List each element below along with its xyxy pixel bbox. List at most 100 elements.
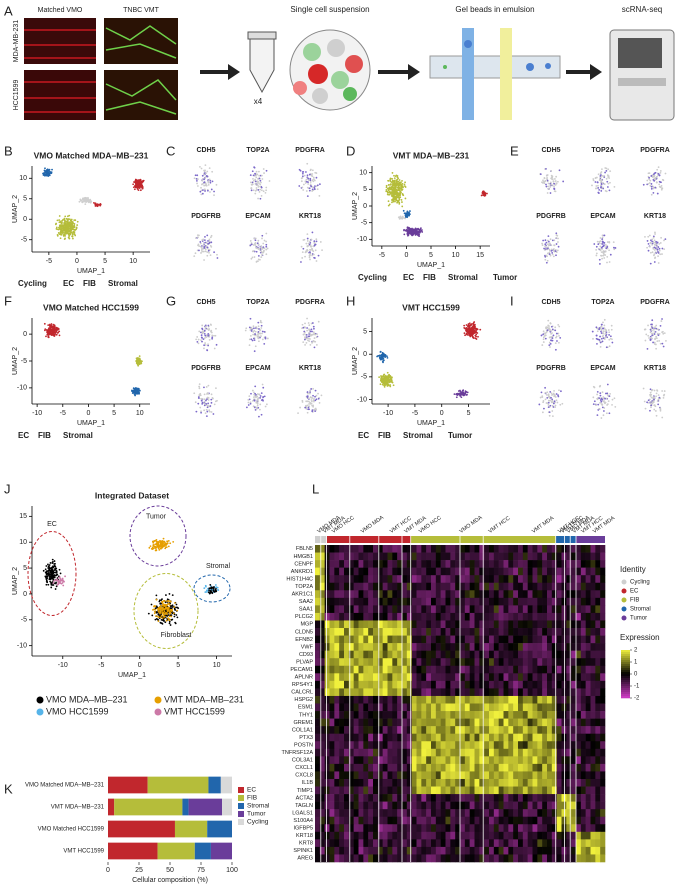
- cell-point: [138, 181, 140, 183]
- cell-point: [398, 196, 400, 198]
- feature-point: [655, 241, 657, 243]
- cell-point: [55, 581, 57, 583]
- heatmap-cell: [552, 553, 557, 561]
- heatmap-cell: [600, 560, 605, 568]
- feature-point: [258, 325, 260, 327]
- cell-point: [397, 181, 399, 183]
- cell-point: [160, 548, 162, 550]
- feature-point: [609, 170, 611, 172]
- feature-point: [245, 330, 247, 332]
- feature-point: [201, 251, 203, 253]
- heatmap-cell: [334, 598, 339, 606]
- feature-point: [254, 339, 256, 341]
- feature-point: [256, 328, 258, 330]
- feature-point: [659, 248, 661, 250]
- heatmap-cell: [407, 560, 412, 568]
- feature-point: [599, 336, 601, 338]
- feature-point: [652, 248, 654, 250]
- cell-point: [84, 203, 86, 205]
- feature-point: [301, 177, 303, 179]
- feature-point: [254, 399, 256, 401]
- cell-point: [160, 605, 162, 607]
- cell-point: [176, 616, 178, 618]
- heatmap-cell: [407, 575, 412, 583]
- cell-point: [134, 188, 136, 190]
- heatmap-cell: [595, 560, 600, 568]
- feature-point: [210, 331, 212, 333]
- heatmap-cell: [571, 545, 576, 553]
- y-tick-label: 5: [363, 186, 367, 193]
- feature-point: [200, 412, 202, 414]
- channel: [500, 28, 512, 120]
- y-tick-label: 0: [363, 203, 367, 210]
- arrow: [378, 64, 420, 80]
- heatmap-cell: [446, 583, 451, 591]
- heatmap-cell: [591, 583, 596, 591]
- gene-label: CENPF: [294, 561, 313, 567]
- feature-point: [557, 238, 559, 240]
- sequencer: [610, 30, 674, 120]
- heatmap-cell: [537, 598, 542, 606]
- feature-point: [603, 330, 605, 332]
- feature-point: [598, 189, 600, 191]
- feature-point: [248, 402, 250, 404]
- feature-point: [596, 177, 598, 179]
- heatmap-cell: [595, 583, 600, 591]
- feature-point: [215, 400, 217, 402]
- feature-point: [651, 334, 653, 336]
- cell-point: [208, 591, 210, 593]
- feature-point: [310, 184, 312, 186]
- feature-point: [550, 238, 552, 240]
- heatmap-cell: [537, 583, 542, 591]
- feature-point: [193, 392, 195, 394]
- feature-point: [256, 180, 258, 182]
- heatmap-cell: [436, 545, 441, 553]
- feature-point: [593, 403, 595, 405]
- cell-point: [171, 619, 173, 621]
- heatmap-cell: [388, 575, 393, 583]
- feature-point: [657, 328, 659, 330]
- cell-point: [140, 189, 142, 191]
- feature-point: [215, 387, 217, 389]
- heatmap-cell: [397, 575, 402, 583]
- feature-point: [603, 257, 605, 259]
- heatmap-cell: [431, 568, 436, 576]
- feature-point: [547, 324, 549, 326]
- feature-point: [657, 193, 659, 195]
- heatmap-cell: [450, 590, 455, 598]
- x-tick-label: 0: [138, 662, 142, 669]
- feature-point: [216, 184, 218, 186]
- x-tick-label: 15: [476, 252, 484, 259]
- feature-point: [549, 346, 551, 348]
- heatmap-cell: [533, 598, 538, 606]
- feature-point: [648, 250, 650, 252]
- heatmap-cell: [363, 583, 368, 591]
- heatmap-cell: [499, 598, 504, 606]
- feature-point: [308, 332, 310, 334]
- feature-point: [643, 388, 645, 390]
- feature-point: [543, 408, 545, 410]
- cell-point: [170, 612, 172, 614]
- feature-point: [196, 180, 198, 182]
- feature-point: [307, 395, 309, 397]
- feature-point: [206, 185, 208, 187]
- feature-point: [598, 248, 600, 250]
- feature-point: [204, 171, 206, 173]
- feature-point: [310, 246, 312, 248]
- heatmap-cell: [407, 590, 412, 598]
- heatmap-cell: [441, 568, 446, 576]
- gene-label: PDGFRA: [640, 147, 670, 154]
- cell-point: [404, 218, 406, 220]
- feature-point: [605, 170, 607, 172]
- cell: [303, 43, 321, 61]
- heatmap-cell: [600, 545, 605, 553]
- cell-point: [47, 564, 49, 566]
- feature-point: [251, 330, 253, 332]
- feature-point: [195, 252, 197, 254]
- feature-point: [604, 172, 606, 174]
- feature-point: [553, 250, 555, 252]
- heatmap-cell: [581, 590, 586, 598]
- cell-point: [156, 547, 158, 549]
- feature-point: [307, 178, 309, 180]
